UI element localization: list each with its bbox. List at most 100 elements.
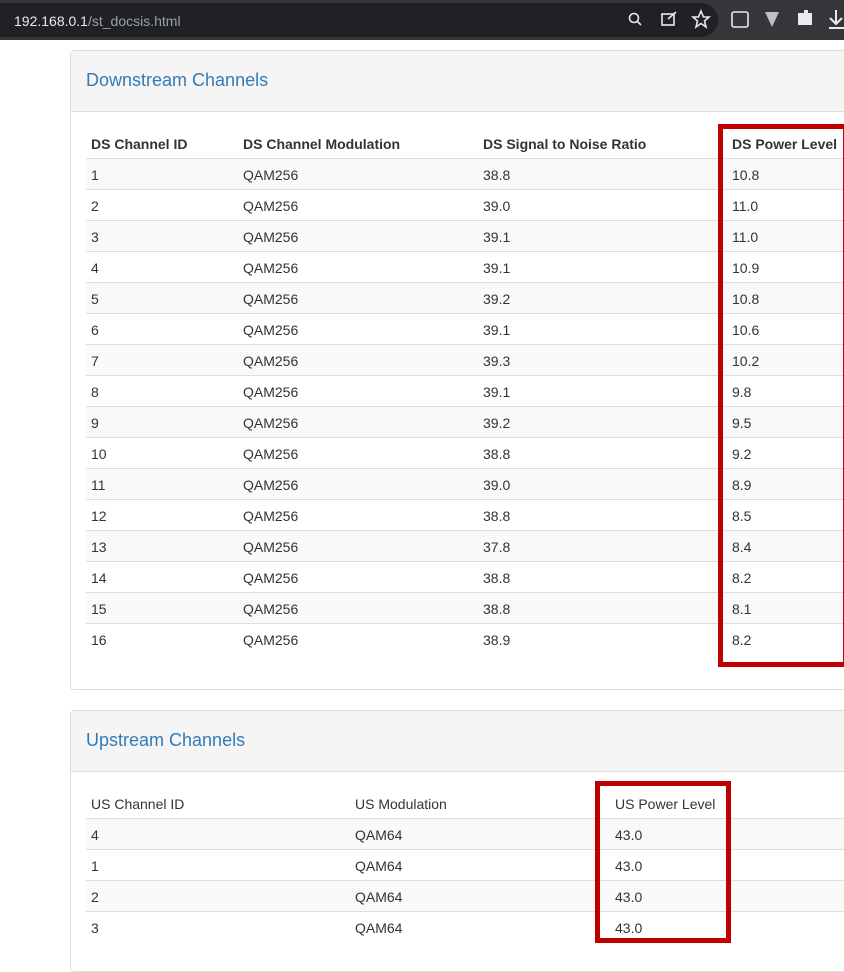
- extension-icon[interactable]: [765, 12, 779, 27]
- url[interactable]: 192.168.0.1/st_docsis.html: [14, 13, 181, 29]
- table-cell: QAM256: [243, 415, 299, 431]
- table-cell: 38.9: [483, 632, 511, 648]
- toolbar-icons: [628, 8, 844, 29]
- column-header: US Power Level: [615, 796, 716, 812]
- table-cell: QAM256: [243, 632, 299, 648]
- table-cell: QAM256: [243, 198, 299, 214]
- table-cell: 38.8: [483, 167, 511, 183]
- search-icon[interactable]: [628, 12, 642, 26]
- table-row: 6 QAM256 39.1 10.6: [86, 313, 844, 344]
- url-host: 192.168.0.1: [14, 13, 88, 29]
- table-cell: 11: [91, 477, 106, 493]
- table-row: 14 QAM256 38.8 8.2: [86, 561, 844, 592]
- table-cell: QAM64: [355, 920, 403, 936]
- table-cell: 8.2: [732, 632, 752, 648]
- table-cell: 1: [91, 858, 99, 874]
- table-cell: 39.1: [483, 229, 511, 245]
- table-cell: 39.2: [483, 415, 511, 431]
- table-cell: 2: [91, 889, 99, 905]
- table-cell: 38.8: [483, 570, 511, 586]
- table-cell: QAM256: [243, 601, 299, 617]
- table-cell: 39.0: [483, 198, 511, 214]
- table-cell: 38.8: [483, 601, 511, 617]
- table-cell: 9.8: [732, 384, 752, 400]
- highlight-box: [595, 781, 731, 943]
- table-cell: QAM256: [243, 167, 299, 183]
- table-cell: 10.6: [732, 322, 760, 338]
- table-cell: QAM256: [243, 570, 299, 586]
- share-icon[interactable]: [661, 11, 677, 26]
- table-row: 7 QAM256 39.3 10.2: [86, 344, 844, 375]
- table-row: 3 QAM256 39.1 11.0: [86, 220, 844, 251]
- extensions-icon[interactable]: [798, 10, 812, 25]
- table-cell: QAM64: [355, 827, 403, 843]
- table-cell: 38.8: [483, 446, 511, 462]
- table-row: 4 QAM64 43.0: [86, 818, 844, 849]
- table-cell: 8.5: [732, 508, 752, 524]
- table-cell: QAM64: [355, 858, 403, 874]
- table-cell: 8: [91, 384, 99, 400]
- table-cell: 7: [91, 353, 99, 369]
- panel-title: Upstream Channels: [86, 730, 246, 750]
- table-cell: 39.1: [483, 322, 511, 338]
- table-cell: 43.0: [615, 827, 643, 843]
- highlight-box: [718, 124, 844, 667]
- table-cell: 10.9: [732, 260, 760, 276]
- table-cell: 39.2: [483, 291, 511, 307]
- table-row: 3 QAM64 43.0: [86, 911, 844, 942]
- table-cell: 3: [91, 920, 99, 936]
- table-cell: QAM256: [243, 477, 299, 493]
- table-cell: 8.4: [732, 539, 752, 555]
- table-cell: 39.1: [483, 260, 511, 276]
- panel-heading: Downstream Channels: [71, 51, 844, 112]
- table-cell: QAM256: [243, 353, 299, 369]
- table-cell: QAM256: [243, 384, 299, 400]
- table-cell: 43.0: [615, 920, 643, 936]
- downstream-panel: Downstream Channels DS Channel ID DS Chan…: [70, 50, 844, 690]
- table-cell: QAM256: [243, 322, 299, 338]
- browser-toolbar: 192.168.0.1/st_docsis.html: [0, 0, 844, 40]
- table-cell: 43.0: [615, 858, 643, 874]
- table-cell: QAM256: [243, 229, 299, 245]
- table-row: 15 QAM256 38.8 8.1: [86, 592, 844, 623]
- table-cell: 3: [91, 229, 99, 245]
- table-cell: 10.2: [732, 353, 760, 369]
- column-header: US Modulation: [355, 796, 447, 812]
- table-cell: 38.8: [483, 508, 511, 524]
- table-cell: 16: [91, 632, 107, 648]
- table-cell: 9.5: [732, 415, 752, 431]
- panel-heading: Upstream Channels: [71, 711, 844, 772]
- table-row: 16 QAM256 38.9 8.2: [86, 623, 844, 654]
- extension-icon[interactable]: [731, 11, 749, 28]
- table-cell: 9.2: [732, 446, 752, 462]
- table-row: 1 QAM256 38.8 10.8: [86, 158, 844, 189]
- table-cell: 4: [91, 260, 99, 276]
- table-cell: QAM256: [243, 446, 299, 462]
- column-header: DS Channel ID: [91, 136, 188, 152]
- panel-title: Downstream Channels: [86, 70, 269, 90]
- table-cell: 39.1: [483, 384, 511, 400]
- table-cell: QAM64: [355, 889, 403, 905]
- column-header: DS Power Level: [732, 136, 838, 152]
- address-bar[interactable]: 192.168.0.1/st_docsis.html: [0, 3, 718, 37]
- table-cell: 43.0: [615, 889, 643, 905]
- table-row: 1 QAM64 43.0: [86, 849, 844, 880]
- table-row: 9 QAM256 39.2 9.5: [86, 406, 844, 437]
- table-cell: QAM256: [243, 539, 299, 555]
- table-cell: QAM256: [243, 260, 299, 276]
- table-row: 13 QAM256 37.8 8.4: [86, 530, 844, 561]
- table-cell: 10.8: [732, 291, 760, 307]
- table-cell: 8.1: [732, 601, 752, 617]
- table-cell: QAM256: [243, 291, 299, 307]
- table-cell: 8.9: [732, 477, 752, 493]
- table-cell: 14: [91, 570, 107, 586]
- download-icon[interactable]: [829, 10, 844, 29]
- column-header: US Channel ID: [91, 796, 185, 812]
- table-cell: 4: [91, 827, 99, 843]
- bookmark-icon[interactable]: [690, 8, 712, 29]
- table-cell: 2: [91, 198, 99, 214]
- upstream-panel: Upstream Channels US Channel ID US Modula…: [70, 710, 844, 972]
- table-cell: 37.8: [483, 539, 511, 555]
- table-cell: 1: [91, 167, 99, 183]
